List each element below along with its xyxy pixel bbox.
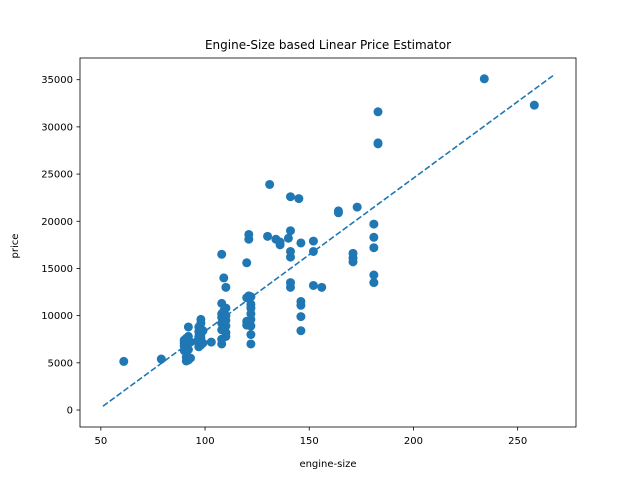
x-tick-label: 150	[300, 436, 319, 447]
data-point	[246, 321, 256, 331]
data-point	[246, 339, 256, 349]
data-point	[317, 282, 327, 292]
data-point	[296, 326, 306, 336]
data-point	[156, 354, 166, 364]
data-point	[196, 314, 206, 324]
data-point	[246, 299, 256, 309]
data-point	[348, 248, 358, 258]
y-axis-title: price	[10, 234, 21, 259]
data-point	[296, 312, 306, 322]
y-tick-label: 0	[67, 406, 73, 417]
data-point	[275, 237, 285, 247]
data-point	[369, 278, 379, 288]
x-tick-label: 200	[404, 436, 423, 447]
data-point	[246, 330, 256, 340]
y-tick-label: 20000	[41, 217, 73, 228]
data-point	[185, 353, 195, 363]
data-point	[369, 232, 379, 242]
data-point	[219, 273, 229, 283]
data-point	[263, 231, 273, 241]
data-point	[333, 206, 343, 216]
x-tick-label: 250	[508, 436, 527, 447]
data-point	[244, 229, 254, 239]
data-point	[369, 243, 379, 253]
data-point	[183, 322, 193, 332]
regression-line	[102, 73, 556, 407]
data-point	[242, 258, 252, 268]
data-point	[294, 194, 304, 204]
data-point	[373, 138, 383, 148]
chart-title: Engine-Size based Linear Price Estimator	[205, 38, 451, 52]
data-point	[529, 100, 539, 110]
data-point	[183, 345, 193, 355]
plot-frame	[79, 57, 577, 428]
y-tick-label: 10000	[41, 311, 73, 322]
data-point	[206, 337, 216, 347]
axes-layer: 50 100 150 200 250 0 5000 10000 15000 20000 25000 3…	[41, 75, 527, 447]
data-point	[308, 236, 318, 246]
data-point	[352, 202, 362, 212]
y-tick-label: 35000	[41, 75, 73, 86]
data-point	[296, 238, 306, 248]
data-point	[221, 303, 231, 313]
data-point	[221, 328, 231, 338]
data-point	[285, 246, 295, 256]
y-tick-label: 25000	[41, 170, 73, 181]
data-point	[283, 233, 293, 243]
data-point	[285, 226, 295, 236]
data-point	[373, 107, 383, 117]
data-point	[296, 296, 306, 306]
data-point	[285, 278, 295, 288]
x-tick-label: 50	[94, 436, 107, 447]
data-point	[217, 249, 227, 259]
data-point	[221, 282, 231, 292]
y-tick-label: 15000	[41, 264, 73, 275]
data-point	[198, 326, 208, 336]
x-tick-label: 100	[195, 436, 214, 447]
y-tick-label: 5000	[48, 358, 73, 369]
data-point	[369, 219, 379, 229]
data-point	[308, 280, 318, 290]
x-axis-title: engine-size	[299, 459, 356, 470]
y-tick-label: 30000	[41, 122, 73, 133]
data-point	[119, 356, 129, 366]
data-point	[369, 270, 379, 280]
marks-layer	[102, 73, 556, 407]
data-point	[198, 338, 208, 348]
data-point	[265, 179, 275, 189]
data-point	[285, 192, 295, 202]
data-point	[479, 74, 489, 84]
